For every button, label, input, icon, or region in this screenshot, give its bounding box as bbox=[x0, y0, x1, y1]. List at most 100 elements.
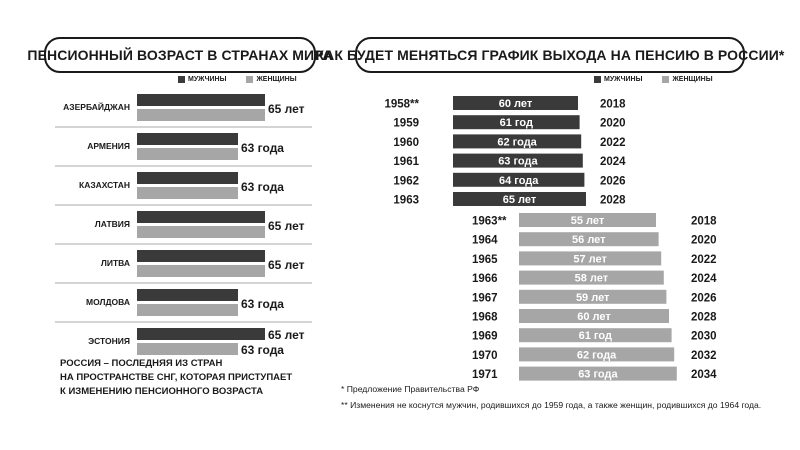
bar-men bbox=[137, 94, 265, 106]
legend-men-swatch bbox=[594, 76, 601, 83]
bar-value-label: 56 лет bbox=[572, 234, 606, 246]
bar-value-label: 62 года bbox=[497, 136, 537, 148]
bar-value-label: 61 год bbox=[579, 330, 612, 342]
birth-year-label: 1962 bbox=[393, 175, 419, 187]
legend-women-swatch bbox=[662, 76, 670, 83]
legend-women-label: ЖЕНЩИНЫ bbox=[672, 76, 713, 83]
retire-year-label: 2020 bbox=[691, 235, 717, 247]
birth-year-label: 1959 bbox=[393, 118, 419, 130]
value-label: 65 лет bbox=[268, 258, 305, 272]
bar-value-label: 60 лет bbox=[499, 98, 533, 110]
bar-value-label: 55 лет bbox=[571, 215, 605, 227]
value-label: 63 года bbox=[241, 297, 284, 311]
bar-women bbox=[519, 366, 677, 381]
birth-year-label: 1963 bbox=[393, 195, 419, 207]
bar-women bbox=[137, 304, 238, 316]
right-chart-title: КАК БУДЕТ МЕНЯТЬСЯ ГРАФИК ВЫХОДА НА ПЕНС… bbox=[316, 37, 784, 73]
bar-women bbox=[519, 232, 659, 247]
bar-value-label: 57 лет bbox=[573, 253, 607, 265]
left-legend: МУЖЧИНЫ ЖЕНЩИНЫ bbox=[178, 76, 311, 83]
legend-men: МУЖЧИНЫ bbox=[594, 76, 642, 83]
retire-year-label: 2018 bbox=[691, 216, 717, 228]
value-label: 65 лет bbox=[268, 219, 305, 233]
legend-men-label: МУЖЧИНЫ bbox=[604, 76, 643, 83]
bar-value-label: 62 года bbox=[577, 349, 617, 361]
legend-women-swatch bbox=[246, 76, 254, 83]
bar-women bbox=[137, 109, 265, 121]
legend-women-label: ЖЕНЩИНЫ bbox=[256, 76, 297, 83]
retire-year-label: 2022 bbox=[691, 254, 717, 266]
birth-year-label: 1971 bbox=[472, 369, 498, 381]
bar-women bbox=[519, 309, 669, 323]
birth-year-label: 1968 bbox=[472, 312, 498, 324]
bar-men bbox=[137, 250, 265, 262]
bar-men bbox=[137, 172, 238, 184]
bar-men bbox=[453, 172, 585, 187]
country-label: ЭСТОНИЯ bbox=[88, 336, 130, 346]
birth-year-label: 1958** bbox=[384, 99, 419, 111]
retire-year-label: 2024 bbox=[691, 273, 717, 285]
birth-year-label: 1969 bbox=[472, 331, 498, 343]
retire-year-label: 2028 bbox=[600, 195, 626, 207]
bar-women bbox=[137, 148, 238, 160]
retire-year-label: 2026 bbox=[600, 175, 626, 187]
birth-year-label: 1961 bbox=[393, 156, 419, 168]
value-label: 63 года bbox=[241, 343, 284, 357]
legend-women: ЖЕНЩИНЫ bbox=[662, 76, 713, 83]
bar-men bbox=[137, 211, 265, 223]
bar-women bbox=[519, 347, 675, 362]
retire-year-label: 2028 bbox=[691, 312, 717, 324]
bar-men bbox=[137, 289, 238, 301]
bar-value-label: 60 лет bbox=[577, 311, 611, 323]
bar-value-label: 63 года bbox=[578, 369, 618, 381]
note-line: НА ПРОСТРАНСТВЕ СНГ, КОТОРАЯ ПРИСТУПАЕТ bbox=[60, 372, 293, 383]
bar-value-label: 59 лет bbox=[576, 292, 610, 304]
country-label: ЛИТВА bbox=[101, 258, 130, 268]
retire-year-label: 2018 bbox=[600, 99, 626, 111]
bar-men bbox=[137, 328, 265, 340]
birth-year-label: 1965 bbox=[472, 254, 498, 266]
bar-value-label: 63 года bbox=[498, 156, 538, 168]
country-label: АЗЕРБАЙДЖАН bbox=[63, 101, 130, 112]
legend-women: ЖЕНЩИНЫ bbox=[246, 76, 297, 83]
bar-men bbox=[453, 96, 578, 110]
retire-year-label: 2034 bbox=[691, 369, 717, 381]
bar-women bbox=[519, 270, 664, 285]
bar-men bbox=[453, 153, 583, 168]
russia-note: РОССИЯ – ПОСЛЕДНЯЯ ИЗ СТРАН НА ПРОСТРАНС… bbox=[60, 357, 310, 399]
bar-women bbox=[137, 187, 238, 199]
bar-women bbox=[137, 343, 238, 355]
footnote-exceptions: ** Изменения не коснутся мужчин, родивши… bbox=[341, 400, 762, 410]
value-label: 63 года bbox=[241, 141, 284, 155]
birth-year-label: 1967 bbox=[472, 292, 498, 304]
bar-women bbox=[519, 289, 667, 304]
birth-year-label: 1963** bbox=[472, 216, 507, 228]
bar-value-label: 64 года bbox=[499, 175, 539, 187]
retire-year-label: 2020 bbox=[600, 118, 626, 130]
retire-year-label: 2030 bbox=[691, 331, 717, 343]
bar-value-label: 65 лет bbox=[503, 194, 537, 206]
footnote-proposal: * Предложение Правительства РФ bbox=[341, 384, 480, 394]
bar-women bbox=[519, 251, 662, 266]
value-label: 65 лет bbox=[268, 328, 305, 342]
legend-men: МУЖЧИНЫ bbox=[178, 76, 226, 83]
note-line: РОССИЯ – ПОСЛЕДНЯЯ ИЗ СТРАН bbox=[60, 358, 223, 369]
retire-year-label: 2032 bbox=[691, 350, 717, 362]
birth-year-label: 1964 bbox=[472, 235, 498, 247]
bar-men bbox=[453, 115, 580, 130]
birth-year-label: 1960 bbox=[393, 137, 419, 149]
note-line: К ИЗМЕНЕНИЮ ПЕНСИОННОГО ВОЗРАСТА bbox=[60, 386, 264, 397]
bar-value-label: 61 год bbox=[500, 117, 533, 129]
legend-men-swatch bbox=[178, 76, 185, 83]
bar-men bbox=[137, 133, 238, 145]
retire-year-label: 2026 bbox=[691, 292, 717, 304]
retire-year-label: 2024 bbox=[600, 156, 626, 168]
country-label: АРМЕНИЯ bbox=[87, 141, 130, 151]
value-label: 63 года bbox=[241, 180, 284, 194]
country-label: ЛАТВИЯ bbox=[95, 219, 130, 229]
right-legend: МУЖЧИНЫ ЖЕНЩИНЫ bbox=[594, 76, 727, 83]
retire-year-label: 2022 bbox=[600, 137, 626, 149]
bar-men bbox=[453, 192, 586, 206]
bar-women bbox=[137, 265, 265, 277]
value-label: 65 лет bbox=[268, 102, 305, 116]
